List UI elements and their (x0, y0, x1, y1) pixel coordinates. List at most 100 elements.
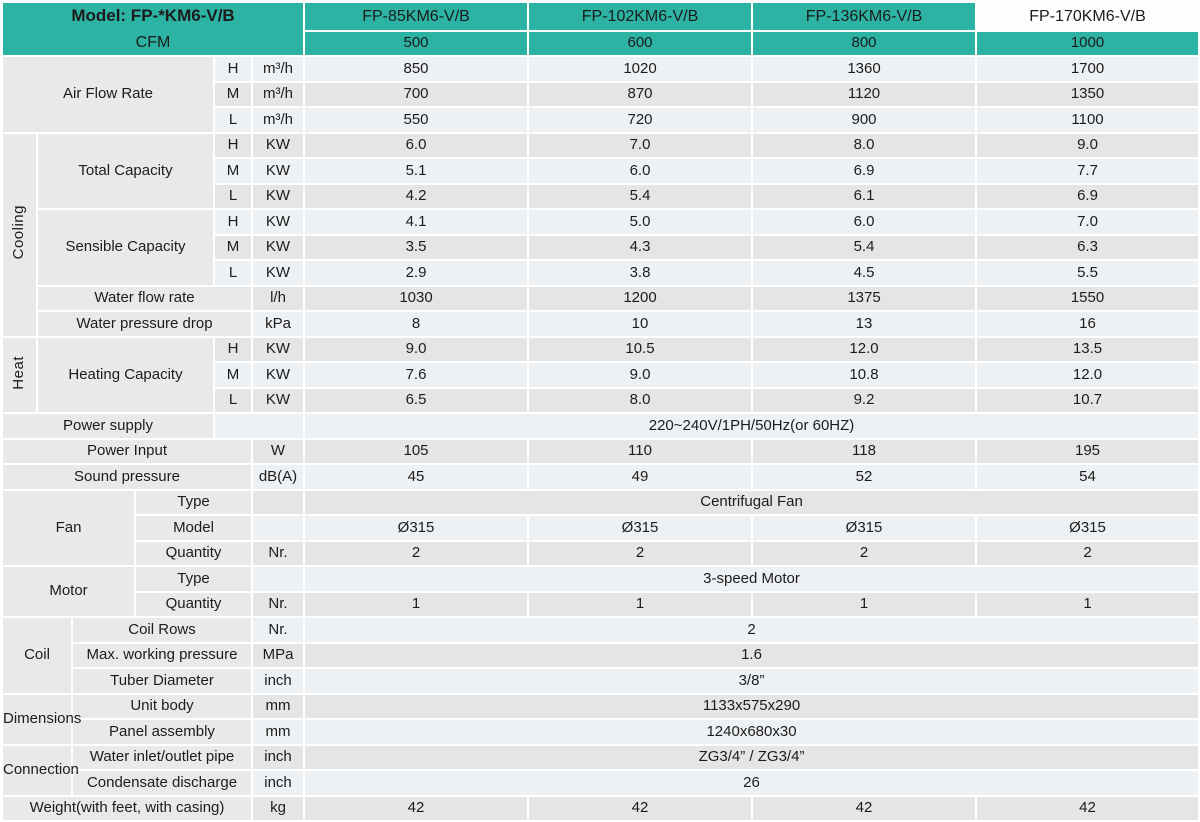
sensible-capacity-l-value-3: 5.5 (975, 259, 1200, 287)
air-flow-l-value-0: 550 (303, 106, 530, 134)
fan-quantity-value-3: 2 (975, 539, 1200, 567)
sensible-capacity-m-value-2: 5.4 (751, 233, 978, 261)
fan-type-value: Centrifugal Fan (303, 488, 1200, 516)
condensate-discharge-value: 26 (303, 769, 1200, 797)
connection-section-label: Connection (1, 743, 79, 797)
heating-capacity-unit: KW (250, 361, 306, 389)
coil-rows-unit: Nr. (250, 616, 306, 644)
sensible-capacity-m-value-0: 3.5 (303, 233, 530, 261)
cfm-value-1: 600 (527, 30, 754, 57)
power-input-value-1: 110 (527, 437, 754, 465)
sensible-capacity-m-value-3: 6.3 (975, 233, 1200, 261)
total-capacity-m-value-2: 6.9 (751, 157, 978, 185)
weight-value-2: 42 (751, 794, 978, 822)
sensible-capacity-h-value-2: 6.0 (751, 208, 978, 236)
model-header-3: FP-170KM6-V/B (975, 1, 1200, 32)
power-supply-unit-cell (212, 412, 306, 440)
fan-quantity-unit: Nr. (250, 539, 306, 567)
fan-quantity-value-1: 2 (527, 539, 754, 567)
coil-section-label: Coil (1, 616, 73, 695)
fan-quantity-value-2: 2 (751, 539, 978, 567)
dimensions-section-label: Dimensions (1, 692, 81, 746)
speed-m-label: M (213, 361, 253, 389)
sound-pressure-value-0: 45 (303, 463, 530, 491)
tuber-diameter-value: 3/8” (303, 667, 1200, 695)
fan-model-label: Model (134, 514, 253, 542)
coil-rows-value: 2 (303, 616, 1200, 644)
motor-section-label: Motor (1, 565, 136, 618)
motor-quantity-value-1: 1 (527, 590, 754, 618)
fan-model-unit-cell (250, 514, 306, 542)
air-flow-unit: m³/h (250, 55, 306, 83)
weight-value-1: 42 (527, 794, 754, 822)
air-flow-h-value-0: 850 (303, 55, 530, 83)
fan-quantity-value-0: 2 (303, 539, 530, 567)
air-flow-l-value-2: 900 (751, 106, 978, 134)
heating-capacity-m-value-1: 9.0 (527, 361, 754, 389)
air-flow-l-value-1: 720 (527, 106, 754, 134)
power-supply-value: 220~240V/1PH/50Hz(or 60HZ) (303, 412, 1200, 440)
power-supply-label: Power supply (1, 412, 215, 440)
heat-section-label: Heat (1, 335, 38, 414)
unit-body-unit: mm (250, 692, 306, 720)
power-input-value-3: 195 (975, 437, 1200, 465)
sensible-capacity-l-value-1: 3.8 (527, 259, 754, 287)
water-flow-rate-value-3: 1550 (975, 284, 1200, 312)
model-cfm-header-cell: Model: FP-*KM6-V/B CFM (0, 1, 306, 57)
total-capacity-h-value-0: 6.0 (303, 131, 530, 159)
air-flow-m-value-0: 700 (303, 80, 530, 108)
total-capacity-label: Total Capacity (36, 131, 215, 210)
heating-capacity-m-value-0: 7.6 (303, 361, 530, 389)
motor-quantity-label: Quantity (134, 590, 253, 618)
water-inlet-outlet-pipe-unit: inch (250, 743, 306, 771)
sound-pressure-value-3: 54 (975, 463, 1200, 491)
water-flow-rate-unit: l/h (250, 284, 306, 312)
weight-value-0: 42 (303, 794, 530, 822)
motor-type-unit-cell (250, 565, 306, 593)
max-working-pressure-value: 1.6 (303, 641, 1200, 669)
sound-pressure-value-2: 52 (751, 463, 978, 491)
fan-model-value-1: Ø315 (527, 514, 754, 542)
unit-body-label: Unit body (71, 692, 253, 720)
air-flow-unit: m³/h (250, 106, 306, 134)
total-capacity-m-value-0: 5.1 (303, 157, 530, 185)
speed-l-label: L (213, 106, 253, 134)
fan-model-value-2: Ø315 (751, 514, 978, 542)
water-inlet-outlet-pipe-label: Water inlet/outlet pipe (71, 743, 253, 771)
water-pressure-drop-value-3: 16 (975, 310, 1200, 338)
total-capacity-m-value-3: 7.7 (975, 157, 1200, 185)
motor-quantity-value-0: 1 (303, 590, 530, 618)
total-capacity-m-value-1: 6.0 (527, 157, 754, 185)
heating-capacity-l-value-0: 6.5 (303, 386, 530, 414)
speed-m-label: M (213, 157, 253, 185)
cfm-value-3: 1000 (975, 30, 1200, 57)
heating-capacity-h-value-3: 13.5 (975, 335, 1200, 363)
air-flow-label: Air Flow Rate (1, 55, 215, 134)
heating-capacity-m-value-3: 12.0 (975, 361, 1200, 389)
condensate-discharge-label: Condensate discharge (71, 769, 253, 797)
total-capacity-unit: KW (250, 157, 306, 185)
air-flow-unit: m³/h (250, 80, 306, 108)
total-capacity-l-value-3: 6.9 (975, 182, 1200, 210)
panel-assembly-unit: mm (250, 718, 306, 746)
speed-h-label: H (213, 208, 253, 236)
water-pressure-drop-value-1: 10 (527, 310, 754, 338)
cooling-section-label: Cooling (1, 131, 38, 338)
sensible-capacity-h-value-1: 5.0 (527, 208, 754, 236)
heating-capacity-m-value-2: 10.8 (751, 361, 978, 389)
total-capacity-h-value-3: 9.0 (975, 131, 1200, 159)
sensible-capacity-l-value-0: 2.9 (303, 259, 530, 287)
cfm-value-0: 500 (303, 30, 530, 57)
heating-capacity-unit: KW (250, 386, 306, 414)
sensible-capacity-l-value-2: 4.5 (751, 259, 978, 287)
air-flow-h-value-2: 1360 (751, 55, 978, 83)
sound-pressure-unit: dB(A) (250, 463, 306, 491)
model-header-1: FP-102KM6-V/B (527, 1, 754, 32)
water-inlet-outlet-pipe-value: ZG3/4” / ZG3/4” (303, 743, 1200, 771)
water-pressure-drop-value-2: 13 (751, 310, 978, 338)
total-capacity-h-value-1: 7.0 (527, 131, 754, 159)
fan-model-value-0: Ø315 (303, 514, 530, 542)
sensible-capacity-label: Sensible Capacity (36, 208, 215, 287)
max-working-pressure-unit: MPa (250, 641, 306, 669)
tuber-diameter-label: Tuber Diameter (71, 667, 253, 695)
